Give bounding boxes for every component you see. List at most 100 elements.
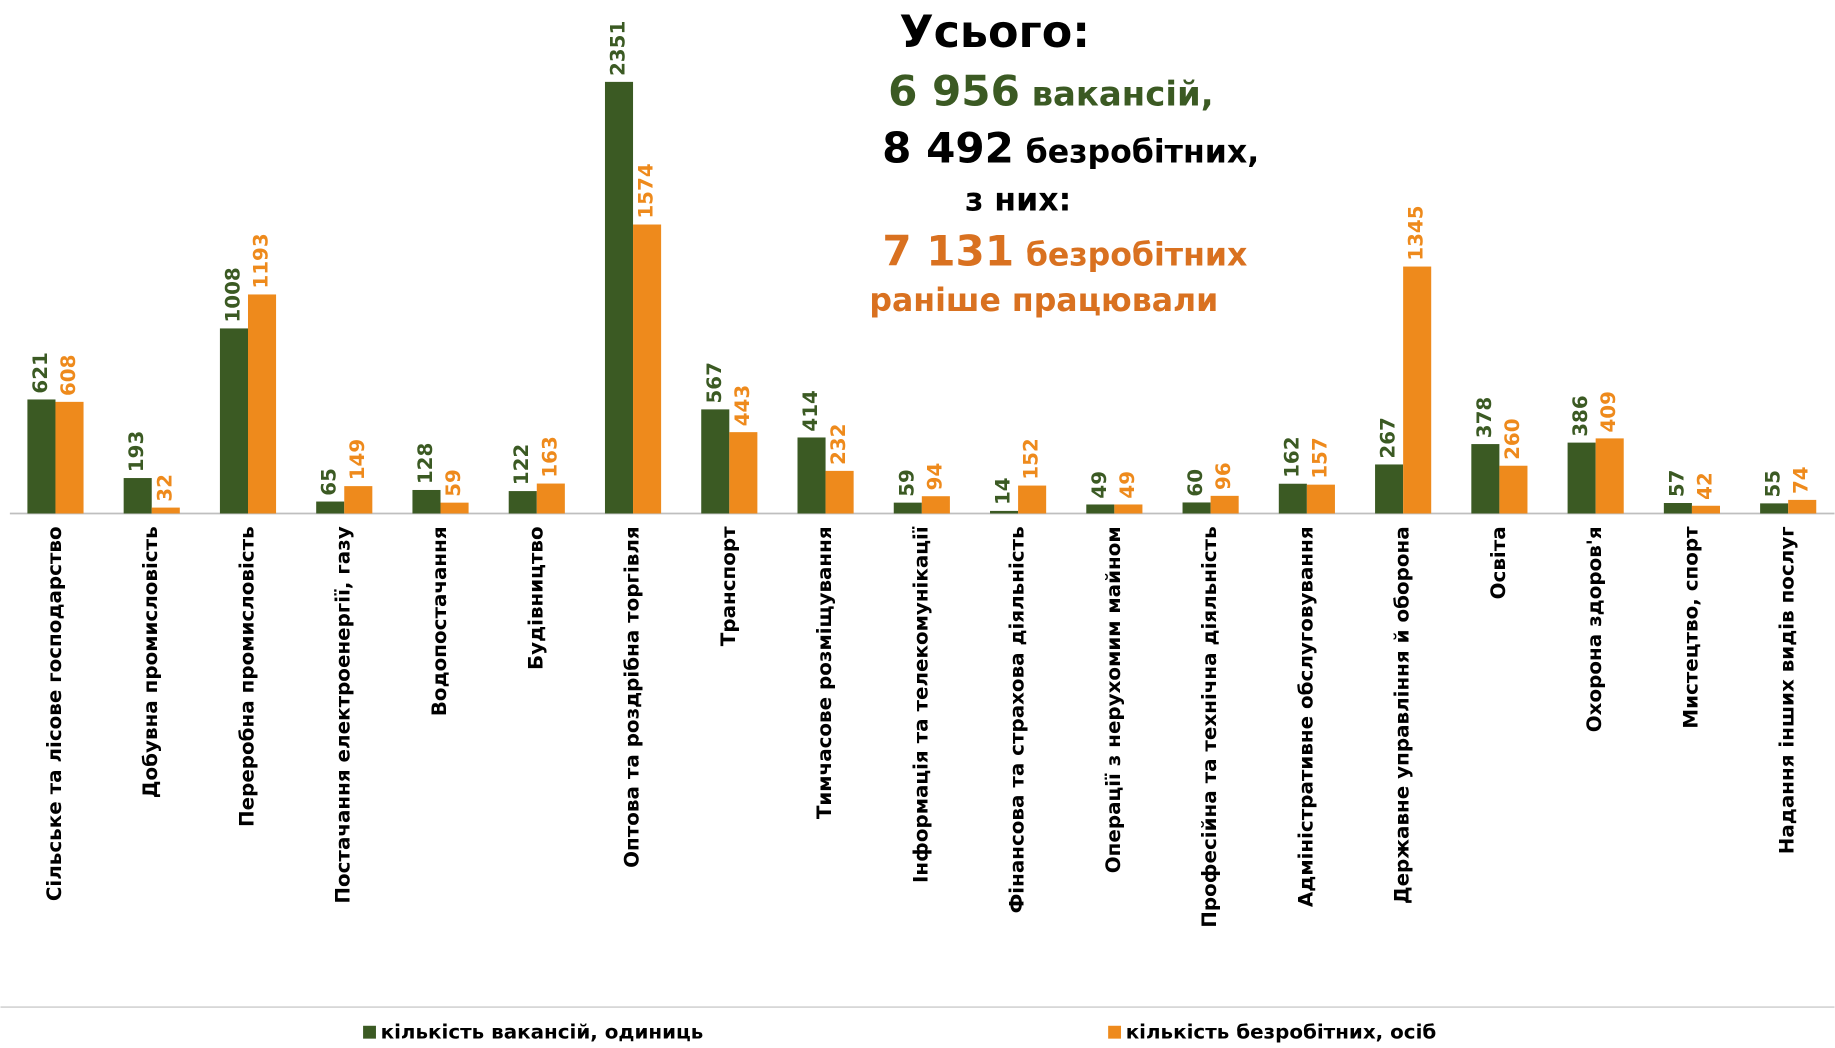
summary-text: вакансій, xyxy=(1032,74,1214,113)
bar xyxy=(729,432,758,514)
data-label: 608 xyxy=(57,355,80,397)
data-label: 621 xyxy=(29,352,52,394)
legend-label: кількість вакансій, одиниць xyxy=(381,1020,704,1043)
bar xyxy=(825,470,854,514)
x-tick-label: Охорона здоров'я xyxy=(1583,526,1606,732)
bar xyxy=(1663,503,1692,514)
bar xyxy=(1471,444,1500,514)
data-label: 152 xyxy=(1020,438,1043,480)
summary-text: раніше працювали xyxy=(869,283,1218,319)
bar xyxy=(55,401,84,514)
bar xyxy=(151,507,180,514)
data-label: 14 xyxy=(992,477,1015,505)
data-label: 94 xyxy=(923,463,946,491)
data-label: 267 xyxy=(1377,417,1400,459)
data-label: 1008 xyxy=(221,267,244,322)
x-tick-label: Освіта xyxy=(1487,526,1510,599)
data-label: 567 xyxy=(703,362,726,404)
data-label: 157 xyxy=(1308,437,1331,479)
bar xyxy=(893,502,922,514)
x-tick-label: Будівництво xyxy=(524,526,547,670)
data-label: 378 xyxy=(1473,397,1496,439)
data-label: 386 xyxy=(1569,395,1592,437)
data-label: 60 xyxy=(1184,469,1207,497)
bar xyxy=(1018,485,1047,514)
data-label: 443 xyxy=(731,385,754,426)
summary-line: 7 131 безробітних xyxy=(882,227,1247,276)
bar xyxy=(701,409,730,514)
bar xyxy=(1403,266,1432,514)
data-label: 65 xyxy=(318,468,341,496)
summary-line: 8 492 безробітних, xyxy=(882,124,1259,173)
summary-number: 6 956 xyxy=(888,66,1020,115)
legend-label: кількість безробітних, осіб xyxy=(1126,1020,1437,1043)
data-label: 409 xyxy=(1597,391,1620,433)
x-tick-label: Інформація та телекомунікації xyxy=(909,526,932,883)
bar xyxy=(633,224,662,514)
x-tick-label: Постачання електроенергії, газу xyxy=(332,526,355,903)
data-label: 162 xyxy=(1280,436,1303,478)
data-label: 32 xyxy=(153,474,176,502)
x-tick-label: Мистецтво, спорт xyxy=(1679,526,1702,729)
bar xyxy=(1375,464,1404,514)
bar xyxy=(604,81,634,514)
bar xyxy=(412,489,441,514)
bar xyxy=(1499,465,1528,514)
data-label: 414 xyxy=(799,390,822,431)
data-label: 260 xyxy=(1501,418,1524,460)
data-label: 49 xyxy=(1116,471,1139,499)
summary-number: 8 492 xyxy=(882,124,1014,173)
x-tick-label: Водопостачання xyxy=(428,526,451,716)
bar xyxy=(1760,503,1789,514)
bar xyxy=(536,483,565,514)
x-tick-label: Оптова та роздрібна торгівля xyxy=(621,526,644,868)
data-label: 1193 xyxy=(250,233,273,288)
data-label: 57 xyxy=(1665,469,1688,497)
x-tick-label: Сільське та лісове господарство xyxy=(43,526,66,901)
bar xyxy=(123,478,152,514)
data-label: 42 xyxy=(1693,472,1716,500)
bar xyxy=(1788,499,1817,514)
data-label: 55 xyxy=(1762,470,1785,498)
legend-swatch xyxy=(1108,1025,1122,1039)
x-tick-label: Транспорт xyxy=(717,526,740,646)
bar xyxy=(440,502,469,514)
bar xyxy=(1086,504,1115,514)
summary-text: безробітних, xyxy=(1026,135,1260,171)
data-label: 1574 xyxy=(635,163,658,218)
data-label: 163 xyxy=(538,436,561,478)
bar xyxy=(1595,438,1624,514)
bar xyxy=(508,491,537,514)
data-label: 59 xyxy=(442,469,465,497)
x-tick-label: Адміністративне обслуговування xyxy=(1294,526,1317,907)
x-tick-label: Переробна промисловість xyxy=(235,526,258,827)
x-tick-label: Фінансова та страхова діяльність xyxy=(1006,526,1029,913)
data-label: 122 xyxy=(510,444,533,486)
bar xyxy=(344,486,373,514)
bar xyxy=(1691,505,1720,514)
x-tick-label: Тимчасове розміщування xyxy=(813,526,836,819)
bar xyxy=(1114,504,1143,514)
bar xyxy=(27,399,56,514)
data-label: 1345 xyxy=(1405,205,1428,260)
summary-text: безробітних xyxy=(1026,238,1248,274)
x-tick-label: Надання інших видів послуг xyxy=(1776,526,1799,854)
bar xyxy=(797,437,826,514)
x-tick-label: Державне управління й оборона xyxy=(1391,526,1414,904)
summary-text: з них: xyxy=(965,183,1071,219)
data-label: 232 xyxy=(827,424,850,465)
chart-title: Усього: xyxy=(899,7,1090,58)
summary-number: 7 131 xyxy=(882,227,1014,276)
bar xyxy=(1210,495,1239,514)
data-label: 74 xyxy=(1790,466,1813,494)
bar xyxy=(990,510,1019,514)
summary-line: 6 956 вакансій, xyxy=(888,66,1214,115)
data-label: 59 xyxy=(895,469,918,497)
x-tick-label: Операції з нерухомим майном xyxy=(1102,526,1125,873)
data-label: 96 xyxy=(1212,462,1235,490)
bar xyxy=(247,294,277,514)
legend-swatch xyxy=(363,1025,376,1039)
data-label: 49 xyxy=(1088,471,1111,499)
x-tick-label: Професійна та технічна діяльність xyxy=(1198,526,1221,927)
x-tick-label: Добувна промисловість xyxy=(139,526,162,798)
